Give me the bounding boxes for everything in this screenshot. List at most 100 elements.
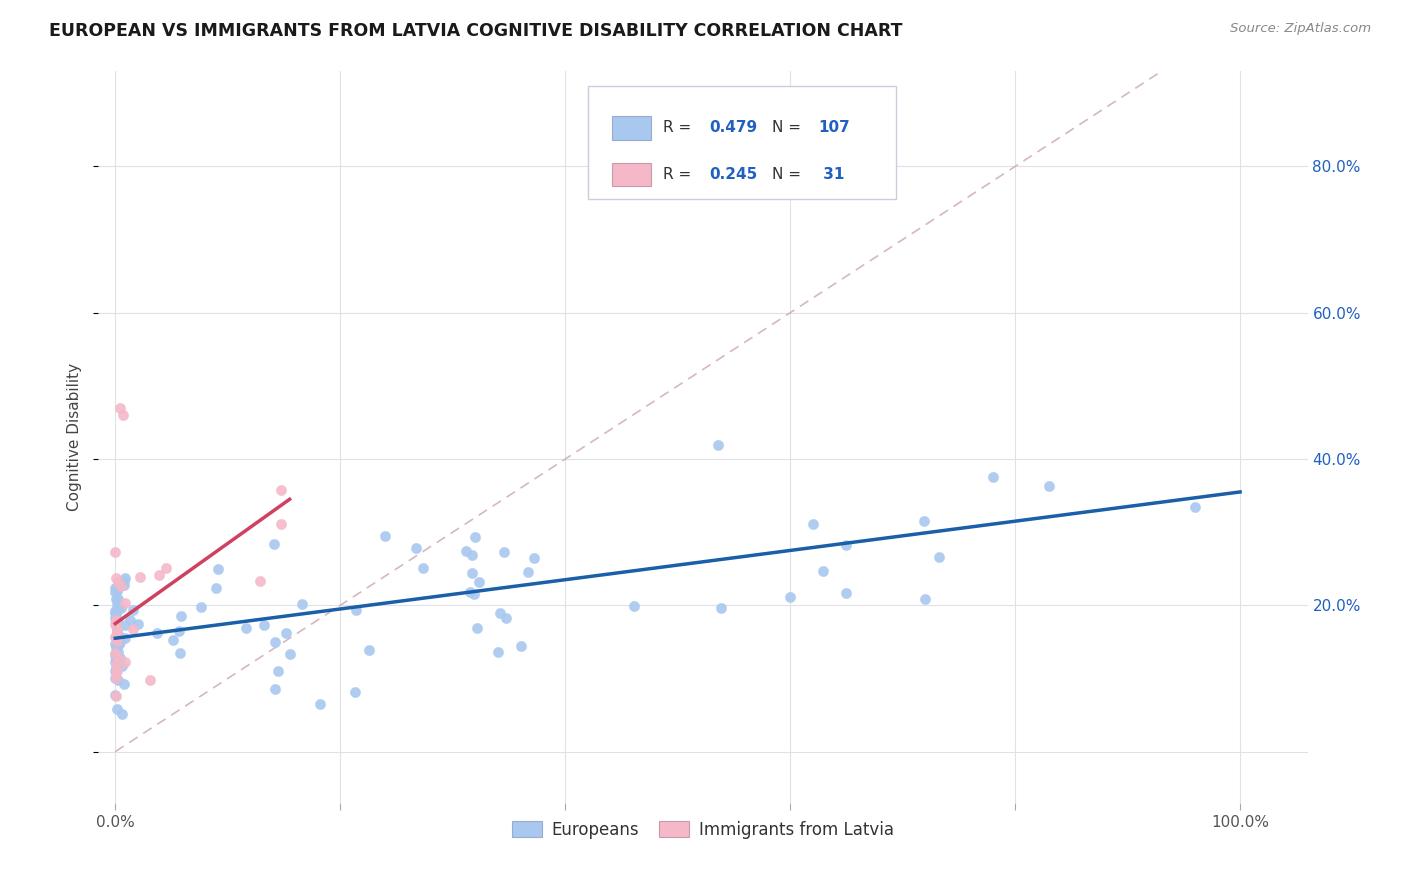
Point [107,651,129,665]
Point [104,648,127,663]
Point [104,640,127,655]
Point [517,566,540,580]
Point [1184,500,1206,515]
Point [811,564,834,578]
Point [779,590,801,604]
Point [121,603,143,617]
Point [104,671,127,685]
Point [107,645,129,659]
Point [464,530,486,544]
Point [495,611,517,625]
Point [112,578,135,592]
Point [104,688,127,702]
Point [110,579,132,593]
Point [112,408,135,422]
Point [912,514,935,528]
Point [114,655,136,669]
Point [405,541,427,555]
Point [523,551,546,566]
Point [155,561,177,575]
Point [139,673,162,688]
Point [105,649,128,664]
Point [344,603,367,617]
Point [105,654,128,668]
Text: R =: R = [664,120,696,136]
Point [267,664,290,678]
Point [122,622,145,636]
Point [127,616,149,631]
Point [270,517,292,532]
Point [104,661,127,675]
Point [104,615,127,630]
Y-axis label: Cognitive Disability: Cognitive Disability [67,363,83,511]
Point [357,642,380,657]
Point [104,611,127,625]
Point [107,574,129,589]
Point [104,585,127,599]
Point [162,632,184,647]
Point [107,673,129,687]
Point [104,571,127,585]
Point [105,593,128,607]
Point [104,592,127,607]
Point [104,646,127,660]
Point [492,545,515,559]
Point [104,581,127,595]
Point [170,609,193,624]
Point [253,617,276,632]
Point [276,626,298,640]
Point [105,652,128,666]
Point [278,647,301,661]
Text: N =: N = [772,167,806,182]
Point [104,606,127,620]
Point [207,562,229,576]
Point [928,550,950,565]
Point [107,627,129,641]
Point [169,647,191,661]
Point [108,401,131,415]
Point [107,638,129,652]
Point [707,438,730,452]
Point [981,470,1004,484]
Point [107,591,129,606]
Point [105,636,128,650]
Point [463,587,485,601]
Point [343,685,366,699]
Point [146,626,169,640]
Point [710,600,733,615]
Point [270,483,292,497]
FancyBboxPatch shape [588,86,897,200]
Point [104,629,127,643]
Point [112,677,135,691]
Point [249,574,271,588]
Point [458,584,481,599]
Point [105,630,128,644]
Point [104,630,127,644]
Point [118,613,141,627]
Point [205,581,228,595]
Point [510,639,533,653]
Point [105,702,128,716]
Point [104,613,127,627]
Point [461,549,484,563]
Point [129,570,152,584]
Point [104,629,127,643]
Text: R =: R = [664,167,696,182]
Text: 31: 31 [818,167,844,182]
Point [486,645,509,659]
Point [104,630,127,644]
Point [104,616,127,631]
Point [465,621,488,635]
Point [107,602,129,616]
Point [104,604,127,618]
Point [461,566,484,580]
Point [190,600,212,615]
FancyBboxPatch shape [613,116,651,139]
Legend: Europeans, Immigrants from Latvia: Europeans, Immigrants from Latvia [505,814,901,846]
Point [105,623,128,637]
Point [112,574,135,588]
Point [105,652,128,666]
Point [914,591,936,606]
Point [107,634,129,648]
Point [1038,478,1060,492]
